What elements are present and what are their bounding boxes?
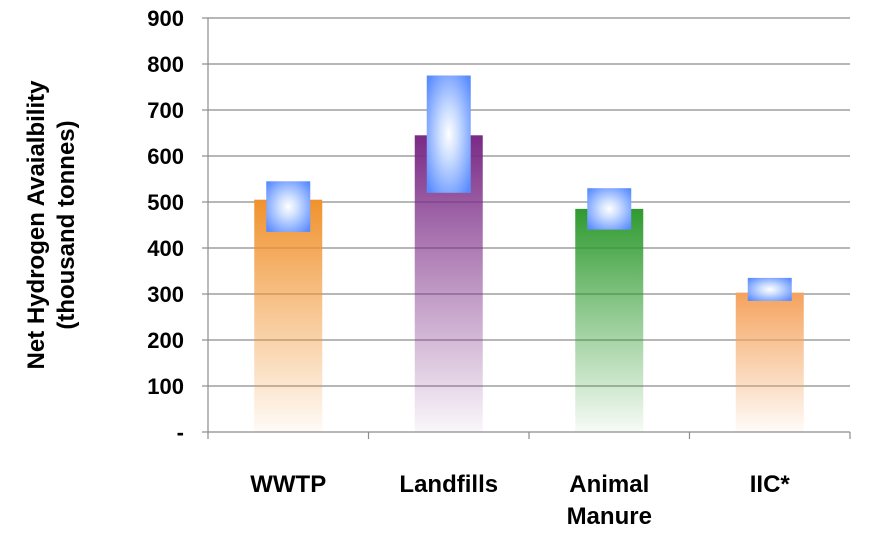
y-tick-label: 800 xyxy=(147,52,184,77)
range-marker xyxy=(266,181,311,232)
bars xyxy=(254,135,804,433)
y-tick-label: 500 xyxy=(147,190,184,215)
x-category-label: Animal xyxy=(569,471,649,498)
y-tick-label: 100 xyxy=(147,374,184,399)
y-tick-label: - xyxy=(177,420,184,445)
y-axis-title: Net Hydrogen Avaialbility xyxy=(23,80,50,370)
y-tick-label: 200 xyxy=(147,328,184,353)
x-category-label: Manure xyxy=(567,503,652,530)
x-category-label: IIC* xyxy=(750,471,791,498)
range-marker xyxy=(747,277,792,301)
range-marker xyxy=(587,188,632,230)
y-tick-label: 300 xyxy=(147,282,184,307)
bar-animal-manure xyxy=(575,208,644,432)
x-category-label: WWTP xyxy=(250,471,326,498)
axes xyxy=(202,17,851,439)
y-tick-label: 900 xyxy=(147,6,184,31)
range-marker xyxy=(426,75,471,193)
bar-wwtp xyxy=(254,199,323,432)
y-tick-label: 400 xyxy=(147,236,184,261)
y-tick-label: 600 xyxy=(147,144,184,169)
y-tick-label: 700 xyxy=(147,98,184,123)
y-axis-title: (thousand tonnes) xyxy=(53,120,80,329)
x-category-label: Landfills xyxy=(399,471,498,498)
labels: - 100 200 300 400 500 600 700 800 900 WWTP Landfill… xyxy=(23,6,790,530)
bar-iic xyxy=(735,292,804,432)
range-markers xyxy=(266,75,792,301)
